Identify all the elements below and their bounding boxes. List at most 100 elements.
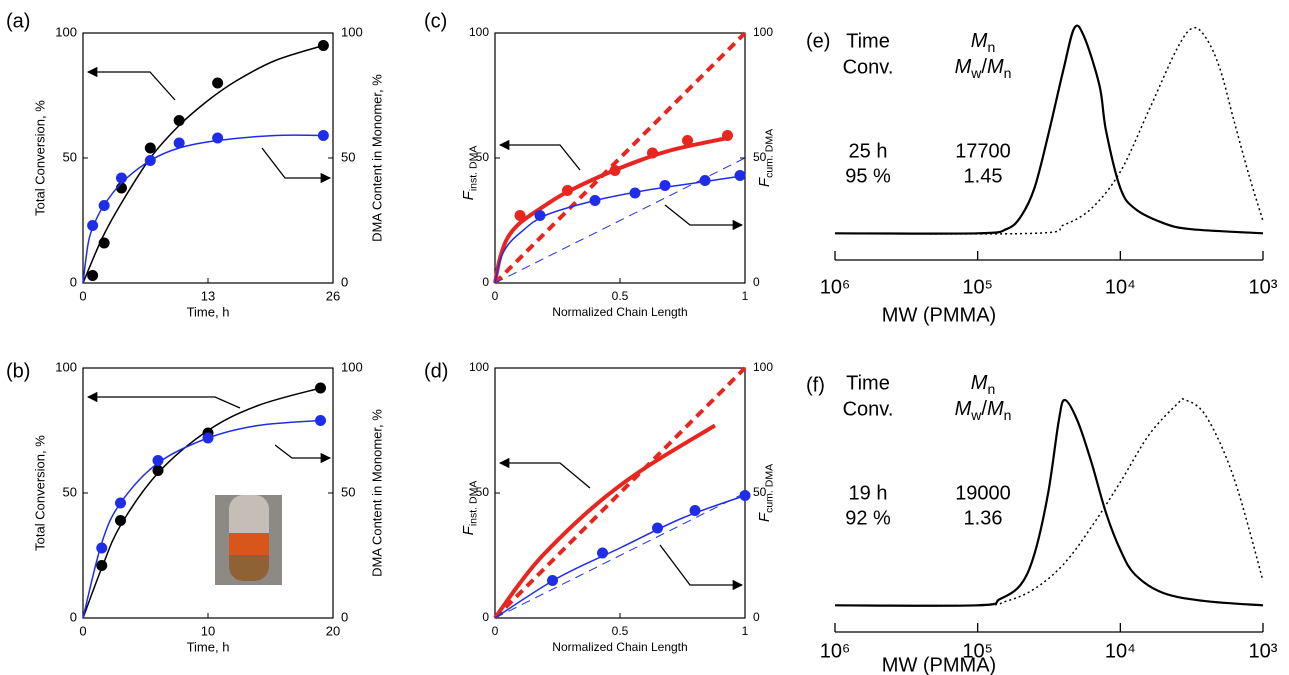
data-line bbox=[834, 398, 1264, 607]
y-tick-label: 100 bbox=[55, 24, 77, 39]
annotation: Time bbox=[846, 372, 890, 394]
y2-tick-label: 50 bbox=[341, 149, 355, 164]
panel-label: (c) bbox=[424, 10, 447, 32]
y-tick-label: 0 bbox=[70, 609, 77, 624]
annotation: 25 h bbox=[849, 140, 888, 162]
subscript: cum. DMA bbox=[763, 129, 775, 178]
x-axis-label: Normalized Chain Length bbox=[552, 305, 687, 319]
subscript: n bbox=[987, 39, 995, 55]
orange-solution bbox=[229, 533, 269, 555]
plot-frame bbox=[82, 32, 334, 284]
subscript: inst. DMA bbox=[467, 481, 479, 527]
y-axis-label: Finst. DMA bbox=[460, 146, 479, 201]
y-tick-label: 100 bbox=[469, 25, 489, 39]
data-line bbox=[494, 492, 746, 619]
x-axis-label: Time, h bbox=[187, 304, 230, 319]
subscript: w bbox=[970, 65, 982, 81]
data-point bbox=[534, 210, 546, 221]
symbol: F bbox=[756, 512, 773, 522]
y2-axis-label: Fcum. DMA bbox=[756, 129, 775, 187]
x-tick-label: 10⁵ bbox=[962, 640, 993, 662]
x-tick-label: 10 bbox=[201, 623, 215, 638]
panel-label: (e) bbox=[806, 30, 830, 52]
x-tick-label: 26 bbox=[326, 288, 340, 303]
y2-tick-label: 50 bbox=[753, 485, 767, 499]
data-point bbox=[152, 465, 164, 476]
arrow bbox=[86, 391, 241, 409]
subscript: inst. DMA bbox=[467, 146, 479, 192]
data-line bbox=[82, 44, 324, 284]
subscript: n bbox=[1004, 407, 1012, 423]
x-tick-label: 0 bbox=[79, 288, 86, 303]
text-part: / bbox=[981, 398, 987, 420]
arrow bbox=[274, 444, 332, 464]
data-line bbox=[834, 398, 1264, 607]
x-tick-label: 20 bbox=[326, 623, 340, 638]
x-tick-label: 0 bbox=[492, 624, 499, 638]
y-axis-label: Finst. DMA bbox=[460, 481, 479, 536]
data-line bbox=[494, 494, 746, 619]
y2-tick-label: 100 bbox=[341, 359, 363, 374]
x-tick-label: 0 bbox=[492, 289, 499, 303]
y-tick-label: 0 bbox=[70, 274, 77, 289]
annotation: Conv. bbox=[843, 398, 894, 420]
data-point bbox=[212, 77, 224, 89]
symbol: F bbox=[460, 525, 477, 535]
inset-photo bbox=[215, 495, 282, 585]
data-point bbox=[115, 515, 126, 526]
y2-tick-label: 50 bbox=[753, 150, 767, 164]
symbol: M bbox=[971, 30, 988, 52]
y2-tick-label: 100 bbox=[753, 360, 773, 374]
data-line bbox=[494, 174, 746, 284]
y2-tick-label: 100 bbox=[341, 24, 363, 39]
y2-tick-label: 0 bbox=[341, 609, 348, 624]
annotation: Mn bbox=[971, 372, 995, 396]
y-tick-label: 50 bbox=[476, 150, 490, 164]
y2-tick-label: 0 bbox=[341, 274, 348, 289]
data-point bbox=[699, 175, 711, 186]
x-axis-label: MW (PMMA) bbox=[882, 654, 996, 675]
annotation: Time bbox=[846, 30, 890, 52]
y-axis-label: Total Conversion, % bbox=[32, 435, 47, 551]
plot-frame bbox=[82, 367, 334, 619]
data-line bbox=[493, 136, 728, 284]
data-line bbox=[834, 24, 1264, 235]
y-tick-label: 0 bbox=[482, 275, 489, 289]
panel-label: (a) bbox=[6, 10, 30, 32]
annotation: 19 h bbox=[849, 482, 888, 504]
x-tick-label: 10⁴ bbox=[1105, 640, 1136, 662]
y-tick-label: 100 bbox=[469, 360, 489, 374]
data-point bbox=[87, 270, 99, 281]
data-point bbox=[659, 180, 671, 191]
annotation: 19000 bbox=[955, 482, 1011, 504]
y2-axis-label: DMA Content in Monomer, % bbox=[369, 409, 384, 577]
annotation: 17700 bbox=[955, 140, 1011, 162]
annotation: 92 % bbox=[845, 507, 891, 529]
data-line bbox=[82, 134, 324, 284]
panel-label: (f) bbox=[806, 374, 825, 396]
x-tick-label: 10³ bbox=[1249, 640, 1278, 662]
symbol: F bbox=[460, 190, 477, 200]
arrow bbox=[659, 544, 744, 591]
x-tick-label: 13 bbox=[201, 288, 215, 303]
arrow bbox=[664, 204, 744, 231]
data-point bbox=[173, 115, 185, 126]
data-point bbox=[144, 142, 156, 154]
x-axis-label: MW (PMMA) bbox=[882, 304, 996, 326]
data-point bbox=[682, 135, 693, 146]
annotation: 1.45 bbox=[964, 165, 1003, 187]
text-part: / bbox=[981, 56, 987, 78]
arrow bbox=[261, 147, 332, 184]
symbol: F bbox=[756, 177, 773, 187]
annotation: Mn bbox=[971, 30, 995, 54]
data-point bbox=[173, 137, 185, 149]
data-line bbox=[82, 387, 321, 619]
annotation: 1.36 bbox=[964, 507, 1003, 529]
y2-tick-label: 0 bbox=[753, 610, 760, 624]
x-tick-label: 0.5 bbox=[612, 624, 629, 638]
x-tick-label: 10⁶ bbox=[820, 640, 850, 662]
data-line bbox=[82, 419, 321, 619]
annotation-arrows bbox=[86, 66, 744, 591]
symbol: M bbox=[955, 56, 972, 78]
